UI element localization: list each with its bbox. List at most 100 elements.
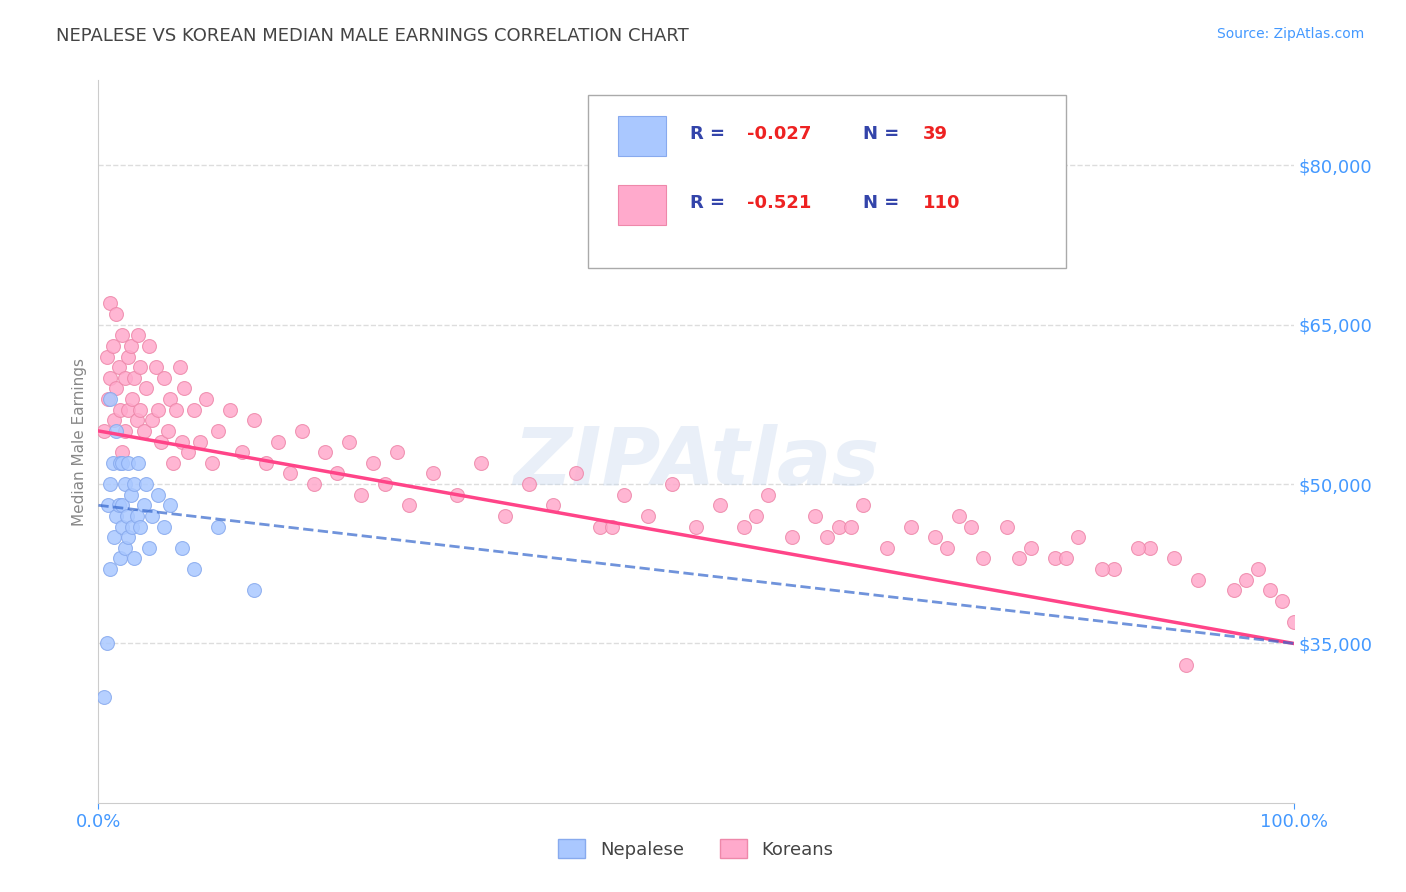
Text: R =: R = [690,126,731,144]
Point [148,402,170,417]
Point [828,519,851,533]
Point [135,477,157,491]
Point [470,456,492,470]
Point [129,402,152,417]
Point [1056,551,1078,566]
Point [120,488,142,502]
Text: -0.521: -0.521 [748,194,811,212]
Point [1187,573,1209,587]
Point [121,392,143,406]
Point [494,508,516,523]
Point [1104,562,1126,576]
Point [145,360,167,375]
Point [162,456,184,470]
Point [115,508,138,523]
Point [385,445,409,459]
Point [153,519,176,533]
Point [105,424,128,438]
Point [1128,541,1150,555]
Point [685,519,707,533]
Point [1008,551,1031,566]
Point [1019,541,1042,555]
Point [141,413,163,427]
Text: NEPALESE VS KOREAN MEDIAN MALE EARNINGS CORRELATION CHART: NEPALESE VS KOREAN MEDIAN MALE EARNINGS … [56,27,689,45]
Point [114,371,136,385]
Text: Source: ZipAtlas.com: Source: ZipAtlas.com [1216,27,1364,41]
Point [165,402,187,417]
Point [138,541,160,555]
Point [98,296,122,310]
Point [363,456,385,470]
Point [1247,562,1270,576]
Point [132,424,155,438]
Point [97,392,120,406]
Point [1163,551,1185,566]
Point [125,413,148,427]
Point [117,402,139,417]
Point [159,498,181,512]
Point [565,467,588,481]
Point [1258,583,1281,598]
Point [1091,562,1114,576]
Point [756,488,779,502]
Point [995,519,1018,533]
Point [172,434,194,449]
Point [114,477,136,491]
Text: 110: 110 [922,194,960,212]
Point [177,445,200,459]
Point [900,519,922,533]
Point [105,307,128,321]
Point [398,498,420,512]
Point [127,328,149,343]
Point [124,477,146,491]
Text: R =: R = [690,194,731,212]
Point [661,477,683,491]
Point [936,541,959,555]
Legend: Nepalese, Koreans: Nepalese, Koreans [551,832,841,866]
Point [201,456,224,470]
Point [422,467,444,481]
Point [745,508,768,523]
Point [132,498,155,512]
Point [114,541,136,555]
Point [107,498,129,512]
Point [114,424,136,438]
Point [149,434,172,449]
Point [105,508,128,523]
Point [96,350,118,364]
Point [1043,551,1066,566]
Point [108,551,131,566]
Point [243,413,266,427]
Point [960,519,983,533]
Point [815,530,838,544]
Point [129,519,152,533]
Point [111,498,134,512]
Point [96,636,118,650]
Point [924,530,946,544]
Text: 39: 39 [922,126,948,144]
Point [709,498,731,512]
Point [129,360,152,375]
Point [111,519,134,533]
Point [173,381,195,395]
Point [267,434,290,449]
Point [291,424,314,438]
Point [127,456,149,470]
Point [183,402,205,417]
Point [107,360,129,375]
Point [93,424,115,438]
Point [125,508,148,523]
Point [153,371,176,385]
Point [350,488,373,502]
Point [243,583,266,598]
Point [804,508,827,523]
Point [98,371,122,385]
Point [602,519,624,533]
Point [326,467,349,481]
Point [374,477,396,491]
Point [219,402,242,417]
Point [1223,583,1246,598]
Point [195,392,218,406]
Point [124,551,146,566]
FancyBboxPatch shape [589,95,1067,268]
